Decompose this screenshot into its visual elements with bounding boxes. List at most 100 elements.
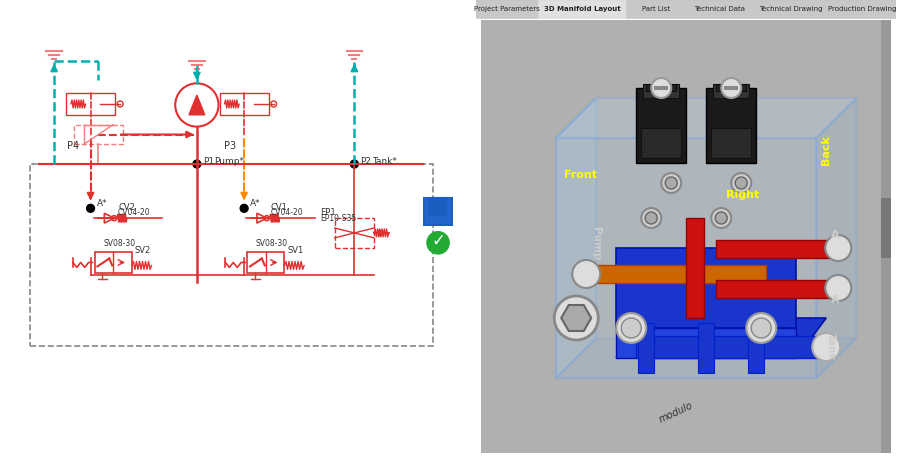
Circle shape bbox=[641, 208, 662, 228]
Polygon shape bbox=[816, 98, 856, 378]
Bar bbox=[644, 84, 659, 98]
Circle shape bbox=[616, 313, 646, 343]
Circle shape bbox=[665, 177, 677, 189]
Text: ✓: ✓ bbox=[431, 232, 445, 250]
Bar bbox=[753, 0, 828, 18]
Circle shape bbox=[716, 212, 727, 224]
Text: CV04-20: CV04-20 bbox=[118, 208, 151, 217]
Circle shape bbox=[350, 160, 358, 168]
Polygon shape bbox=[189, 95, 205, 115]
Text: P2: P2 bbox=[360, 157, 372, 166]
Circle shape bbox=[746, 313, 776, 343]
Text: Tank*: Tank* bbox=[372, 157, 397, 166]
Bar bbox=[828, 0, 896, 18]
Bar bbox=[423, 196, 453, 226]
Bar bbox=[74, 125, 123, 144]
Text: modulo: modulo bbox=[658, 400, 695, 425]
Text: P3: P3 bbox=[224, 141, 237, 151]
Text: Part List: Part List bbox=[643, 6, 670, 12]
Circle shape bbox=[193, 160, 201, 168]
Circle shape bbox=[86, 204, 94, 212]
Bar bbox=[66, 93, 115, 115]
Text: A: A bbox=[832, 295, 840, 305]
Bar bbox=[220, 93, 269, 115]
Circle shape bbox=[711, 208, 731, 228]
Bar bbox=[538, 0, 626, 18]
Text: A*: A* bbox=[96, 199, 107, 208]
Polygon shape bbox=[556, 138, 816, 378]
Circle shape bbox=[752, 318, 771, 338]
Text: SV2: SV2 bbox=[135, 245, 151, 255]
Text: 3D Manifold Layout: 3D Manifold Layout bbox=[544, 6, 621, 12]
Bar bbox=[476, 0, 538, 18]
Text: Back: Back bbox=[821, 135, 832, 165]
Circle shape bbox=[721, 78, 742, 98]
Bar bbox=[686, 218, 704, 318]
Bar bbox=[626, 0, 686, 18]
Circle shape bbox=[572, 260, 600, 288]
Polygon shape bbox=[556, 98, 856, 138]
Text: Technical Drawing: Technical Drawing bbox=[759, 6, 823, 12]
Text: SV08-30: SV08-30 bbox=[256, 239, 288, 248]
Text: Pump*: Pump* bbox=[214, 157, 245, 166]
Text: P1: P1 bbox=[202, 157, 214, 166]
Bar bbox=[724, 86, 738, 90]
Polygon shape bbox=[616, 318, 826, 358]
Bar bbox=[686, 0, 753, 18]
Bar bbox=[736, 84, 746, 91]
Bar bbox=[94, 251, 132, 273]
Text: CV1: CV1 bbox=[271, 203, 288, 213]
Bar bbox=[641, 128, 681, 158]
Text: CV04-20: CV04-20 bbox=[271, 208, 303, 217]
Text: Production Drawing: Production Drawing bbox=[828, 6, 896, 12]
Bar bbox=[748, 323, 764, 373]
Bar bbox=[425, 198, 451, 224]
Text: Project Parameters: Project Parameters bbox=[474, 6, 540, 12]
Bar bbox=[706, 88, 756, 163]
Bar bbox=[636, 336, 826, 358]
Text: EP10-S35: EP10-S35 bbox=[320, 214, 356, 223]
Bar bbox=[663, 84, 680, 98]
Bar bbox=[616, 328, 796, 358]
Text: Technical Data: Technical Data bbox=[694, 6, 745, 12]
Bar bbox=[713, 84, 729, 98]
Bar bbox=[636, 88, 686, 163]
Text: A*: A* bbox=[250, 199, 261, 208]
Text: Tank: Tank bbox=[826, 333, 836, 360]
Text: P4: P4 bbox=[67, 141, 79, 151]
Polygon shape bbox=[104, 213, 114, 223]
Circle shape bbox=[427, 231, 450, 255]
Bar bbox=[248, 251, 284, 273]
Bar bbox=[716, 240, 836, 258]
Bar bbox=[716, 84, 726, 91]
Text: CV2: CV2 bbox=[118, 203, 135, 213]
Text: Pump: Pump bbox=[591, 227, 601, 260]
Bar bbox=[638, 323, 654, 373]
Bar bbox=[476, 0, 896, 18]
Bar bbox=[881, 198, 891, 258]
Bar bbox=[335, 218, 374, 248]
Circle shape bbox=[825, 275, 851, 301]
Polygon shape bbox=[256, 213, 266, 223]
Circle shape bbox=[652, 78, 671, 98]
Circle shape bbox=[621, 318, 641, 338]
Circle shape bbox=[645, 212, 657, 224]
Bar bbox=[591, 265, 766, 283]
Bar bbox=[654, 86, 668, 90]
Circle shape bbox=[240, 204, 248, 212]
Polygon shape bbox=[556, 338, 856, 378]
Circle shape bbox=[662, 173, 681, 193]
Polygon shape bbox=[562, 305, 591, 331]
Text: SV08-30: SV08-30 bbox=[104, 239, 136, 248]
Bar bbox=[666, 84, 676, 91]
Bar bbox=[734, 84, 749, 98]
Bar bbox=[698, 323, 715, 373]
Text: EP1: EP1 bbox=[320, 208, 336, 217]
Text: SV1: SV1 bbox=[287, 245, 303, 255]
Bar bbox=[881, 20, 891, 453]
Bar bbox=[711, 128, 751, 158]
Bar bbox=[30, 164, 433, 346]
Circle shape bbox=[735, 177, 747, 189]
Circle shape bbox=[731, 173, 752, 193]
Bar bbox=[616, 248, 796, 328]
